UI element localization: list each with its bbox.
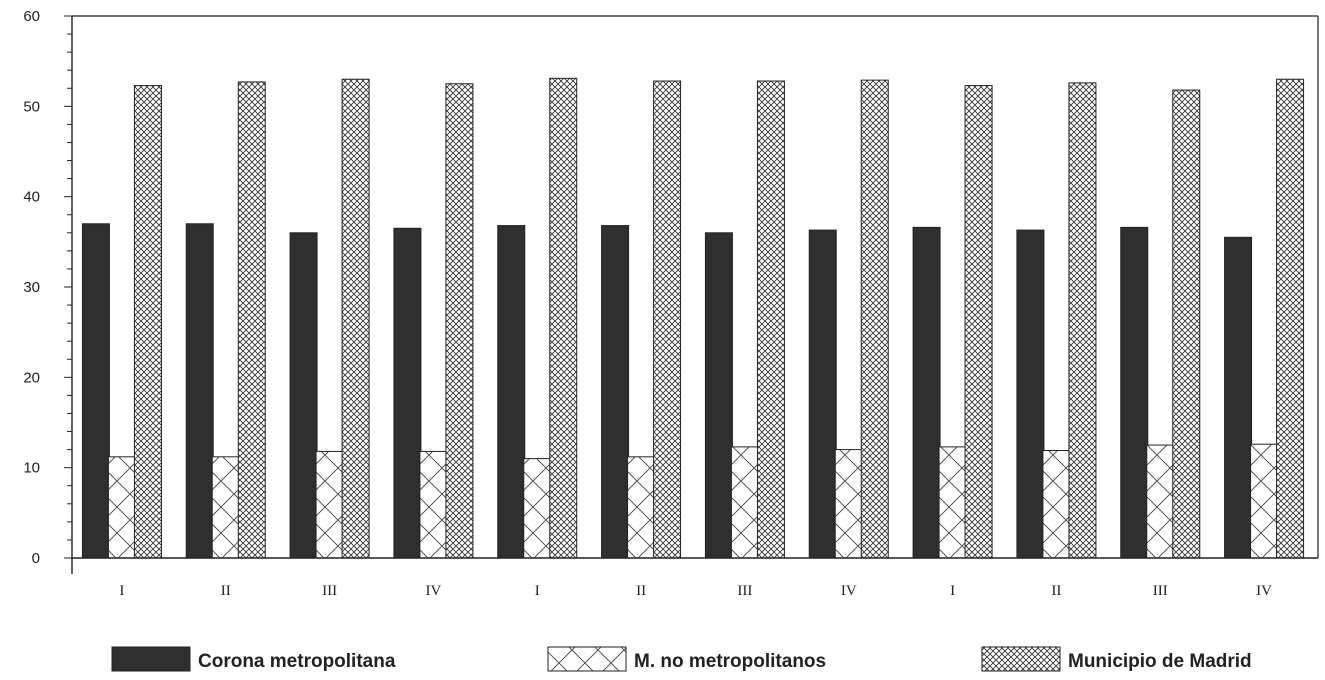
bar-group — [601, 80, 682, 559]
bar-madrid — [445, 83, 474, 559]
plot-frame — [72, 15, 1319, 558]
y-tick-label: 40 — [23, 189, 40, 206]
x-tick-label: III — [1153, 583, 1168, 599]
bar-madrid — [860, 79, 889, 559]
bars — [81, 77, 1305, 559]
x-axis: I II III IV I II III IV I II III IV — [72, 557, 1318, 599]
y-tick-label: 20 — [23, 369, 40, 386]
bar-no-metropolitanos — [627, 456, 656, 559]
legend-swatch — [981, 646, 1061, 672]
bar-madrid — [549, 77, 578, 559]
bar-group — [704, 80, 785, 559]
legend-item: Municipio de Madrid — [981, 646, 1252, 672]
bar-corona — [808, 229, 837, 559]
bar-no-metropolitanos — [938, 446, 967, 559]
bar-group — [185, 81, 266, 559]
legend-swatch — [547, 646, 627, 672]
bar-madrid — [756, 80, 785, 559]
x-tick-label: I — [950, 583, 955, 599]
x-tick-label: IV — [841, 583, 857, 599]
bar-group — [1120, 89, 1201, 559]
bar-group — [497, 77, 578, 559]
bar-group — [1016, 82, 1097, 559]
bar-no-metropolitanos — [1146, 444, 1175, 559]
bar-group — [912, 85, 993, 559]
x-tick-label: IV — [426, 583, 442, 599]
y-tick-label: 10 — [23, 460, 40, 477]
x-tick-label: IV — [1256, 583, 1272, 599]
y-tick-label: 0 — [32, 550, 40, 567]
bar-no-metropolitanos — [1250, 443, 1279, 559]
bar-no-metropolitanos — [1042, 450, 1071, 559]
bar-madrid — [653, 80, 682, 559]
x-tick-label: III — [322, 583, 337, 599]
x-tick-label: I — [119, 583, 124, 599]
bar-madrid — [1068, 82, 1097, 559]
bar-no-metropolitanos — [419, 450, 448, 559]
bar-no-metropolitanos — [211, 456, 240, 559]
bar-madrid — [133, 85, 162, 559]
bar-madrid — [1172, 89, 1201, 559]
legend-item: Corona metropolitana — [111, 646, 396, 672]
bar-no-metropolitanos — [107, 456, 136, 559]
bar-corona — [601, 225, 630, 559]
bar-group — [81, 85, 162, 559]
legend-item: M. no metropolitanos — [547, 646, 826, 672]
bar-corona — [289, 232, 318, 559]
bar-corona — [1224, 236, 1253, 559]
bar-corona — [704, 232, 733, 559]
bar-corona — [81, 223, 110, 559]
x-tick-label: III — [737, 583, 752, 599]
y-tick-label: 50 — [23, 98, 40, 115]
bar-madrid — [964, 85, 993, 559]
y-tick-label: 30 — [23, 279, 40, 296]
bar-no-metropolitanos — [834, 449, 863, 559]
y-tick-label: 60 — [23, 8, 40, 25]
bar-corona — [393, 227, 422, 559]
y-axis: 0 10 20 30 40 50 60 — [23, 8, 73, 574]
bar-corona — [185, 223, 214, 559]
bar-corona — [1120, 226, 1149, 559]
legend-swatch — [111, 646, 191, 672]
bar-corona — [912, 226, 941, 559]
legend-label: M. no metropolitanos — [634, 651, 826, 672]
bar-no-metropolitanos — [730, 446, 759, 559]
bar-madrid — [237, 81, 266, 559]
x-tick-label: II — [636, 583, 646, 599]
legend-label: Corona metropolitana — [198, 651, 396, 672]
x-tick-label: I — [535, 583, 540, 599]
bar-group — [808, 79, 889, 559]
x-tick-label: II — [221, 583, 231, 599]
bar-group — [1224, 78, 1305, 559]
bar-corona — [497, 225, 526, 559]
bar-no-metropolitanos — [315, 450, 344, 559]
bar-madrid — [1276, 78, 1305, 559]
bar-group — [393, 83, 474, 559]
legend: Corona metropolitana M. no metropolitanos… — [111, 646, 1252, 672]
bar-corona — [1016, 229, 1045, 559]
bar-group — [289, 78, 370, 559]
x-tick-label: II — [1051, 583, 1061, 599]
legend-label: Municipio de Madrid — [1068, 651, 1252, 672]
bar-madrid — [341, 78, 370, 559]
bar-no-metropolitanos — [523, 458, 552, 559]
